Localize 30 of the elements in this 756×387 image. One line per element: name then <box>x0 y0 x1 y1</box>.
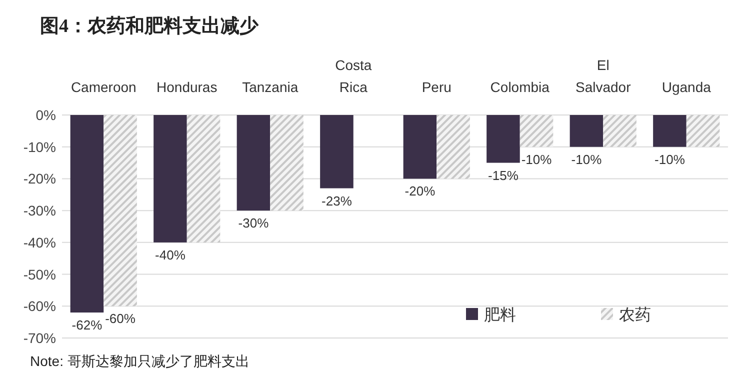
x-tick-label: Costa Rica <box>335 57 372 95</box>
data-label: -15% <box>488 168 519 183</box>
data-label: -30% <box>238 216 270 231</box>
y-tick-label: -70% <box>23 330 56 346</box>
data-label: -23% <box>322 193 352 208</box>
x-tick-label: Honduras <box>156 79 218 95</box>
data-label: -60% <box>105 311 136 326</box>
x-tick-label: El Salvador <box>575 57 632 95</box>
data-label: -10% <box>571 152 602 167</box>
data-label: -40% <box>155 247 186 262</box>
y-tick-label: -40% <box>23 234 56 250</box>
x-tick-label: Colombia <box>490 79 550 95</box>
legend-label: 农药 <box>619 306 651 324</box>
y-tick-label: -50% <box>23 266 56 282</box>
legend-label: 肥料 <box>484 306 516 324</box>
data-label: -62% <box>72 318 103 333</box>
x-tick-label: Tanzania <box>242 79 298 95</box>
data-label: -20% <box>404 184 436 199</box>
chart-title: 图4：农药和肥料支出减少 <box>40 15 260 37</box>
x-tick-label: Cameroon <box>70 79 136 95</box>
y-tick-label: -30% <box>23 202 56 219</box>
y-tick-label: -20% <box>23 170 56 187</box>
y-tick-label: -60% <box>23 298 56 314</box>
x-tick-label: Peru <box>422 79 452 95</box>
y-tick-label: -10% <box>23 138 56 155</box>
x-tick-label: Uganda <box>662 79 712 95</box>
text: Note: 哥斯达黎加只减少了肥料支出 <box>30 353 250 369</box>
y-tick-label: 0% <box>36 107 56 123</box>
data-label: -10% <box>654 152 686 167</box>
data-label: -10% <box>521 152 552 167</box>
